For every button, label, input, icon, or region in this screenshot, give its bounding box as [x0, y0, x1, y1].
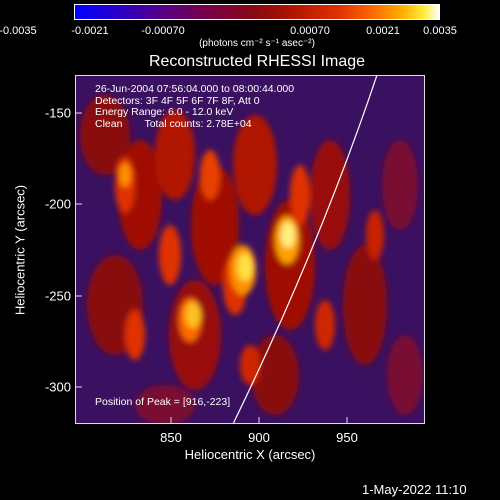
colorbar	[74, 4, 440, 20]
observation-info: 26-Jun-2004 07:56:04.000 to 08:00:44.000…	[95, 83, 295, 131]
x-tick-label: 850	[160, 430, 182, 445]
algorithm-counts-line: Clean Total counts: 2.78E+04	[95, 117, 294, 131]
image-title: Reconstructed RHESSI Image	[148, 53, 366, 70]
time-range-text: 26-Jun-2004 07:56:04.000 to 08:00:44.000	[95, 83, 295, 95]
colorbar-tick-label: 0.0021	[366, 25, 400, 37]
y-tick-label: -300	[44, 379, 71, 395]
peak-position-text: Position of Peak = [916,-223]	[95, 396, 231, 408]
x-tick-label: 950	[336, 430, 358, 445]
algorithm-text: Clean	[95, 117, 123, 130]
image-blobs	[80, 95, 423, 424]
colorbar-tick-label: -0.0035	[0, 25, 37, 37]
y-tick-label: -150	[44, 105, 71, 121]
colorbar-tick-label: -0.0021	[71, 25, 109, 37]
rhessi-image-panel	[75, 75, 425, 424]
colorbar-unit-label: (photons cm⁻² s⁻¹ asec⁻²)	[199, 38, 315, 49]
x-axis-label: Heliocentric X (arcsec)	[184, 447, 316, 462]
y-tick-label: -200	[44, 196, 71, 212]
colorbar-tick-label: 0.0035	[423, 25, 457, 37]
detectors-text: Detectors: 3F 4F 5F 6F 7F 8F, Att 0	[95, 94, 260, 107]
timestamp: 1-May-2022 11:10	[362, 482, 467, 497]
colorbar-tick-label: 0.00070	[290, 25, 330, 37]
colorbar-tick-label: -0.00070	[141, 25, 185, 37]
y-tick-label: -250	[44, 288, 71, 304]
energy-range-text: Energy Range: 6.0 - 12.0 keV	[95, 106, 234, 118]
y-axis-label: Heliocentric Y (arcsec)	[12, 184, 28, 316]
rhessi-image-svg	[75, 75, 425, 424]
x-tick-label: 900	[248, 430, 270, 445]
solar-limb-line	[232, 75, 378, 424]
total-counts-text: Total counts: 2.78E+04	[144, 117, 252, 130]
